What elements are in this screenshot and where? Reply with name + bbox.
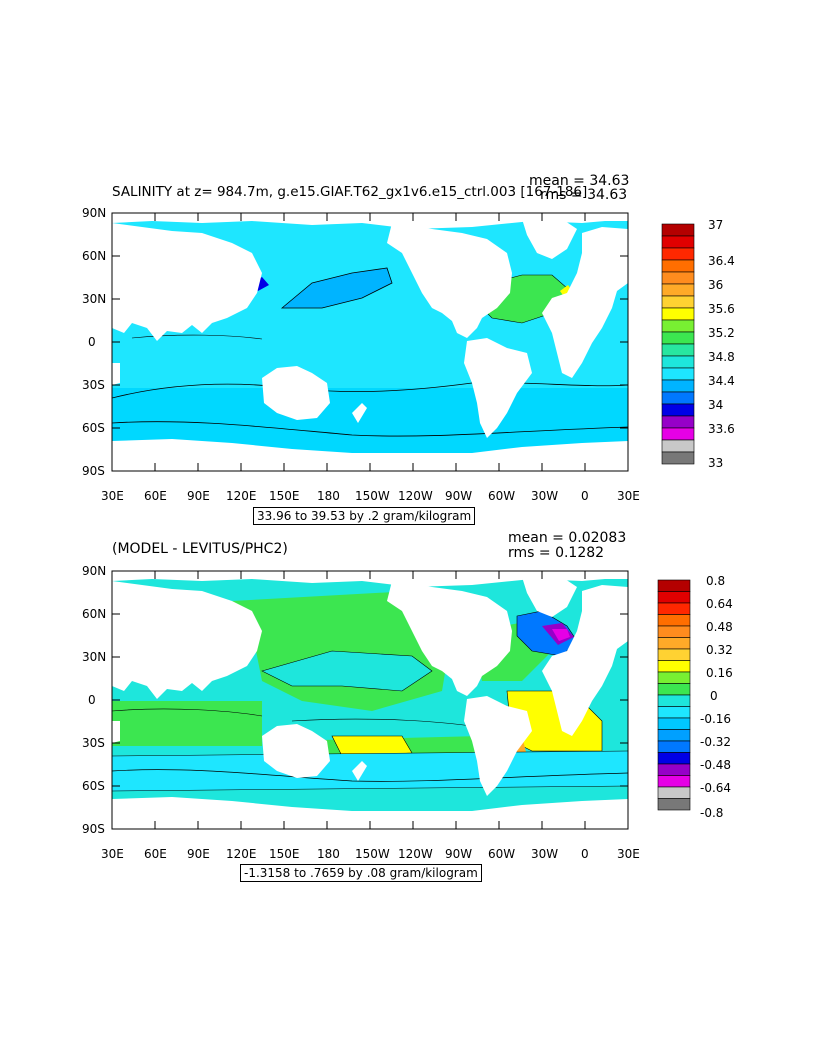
panel2-title: (MODEL - LEVITUS/PHC2) <box>112 541 288 557</box>
lat-label: 90N <box>82 564 107 578</box>
lat-label: 0 <box>88 693 96 707</box>
lon-label: 120W <box>398 489 433 503</box>
lon-label: 150W <box>355 847 390 861</box>
panel1-axis-ticks <box>111 212 629 472</box>
lon-label: 30E <box>617 847 640 861</box>
colorbar-label: 0 <box>710 689 718 703</box>
lon-label: 30E <box>617 489 640 503</box>
colorbar-label: 0.16 <box>706 666 733 680</box>
lat-label: 90N <box>82 206 107 220</box>
lon-label: 60E <box>144 847 167 861</box>
lat-label: 30N <box>82 292 107 306</box>
colorbar-label: 34.4 <box>708 374 735 388</box>
lon-label: 180 <box>317 489 340 503</box>
lon-label: 30E <box>101 847 124 861</box>
colorbar-label: -0.16 <box>700 712 732 726</box>
panel1-map <box>111 212 629 472</box>
lon-label: 120E <box>226 847 257 861</box>
colorbar-label: 34 <box>708 398 724 412</box>
panel1-range-label: 33.96 to 39.53 by .2 gram/kilogram <box>253 507 476 526</box>
colorbar-label: 35.6 <box>708 302 735 316</box>
lon-label: 90E <box>187 489 210 503</box>
colorbar-label: -0.8 <box>700 806 724 820</box>
colorbar-label: 33 <box>708 456 724 470</box>
panel2-mean: mean = 0.02083 <box>508 530 627 546</box>
lon-label: 180 <box>317 847 340 861</box>
panel1-title: SALINITY at z= 984.7m, g.e15.GIAF.T62_gx… <box>112 184 588 200</box>
colorbar-label: 0.8 <box>706 574 726 588</box>
colorbar-label: 0.32 <box>706 643 733 657</box>
lon-label: 150W <box>355 489 390 503</box>
lon-label: 30W <box>531 847 559 861</box>
colorbar-label: 33.6 <box>708 422 735 436</box>
lon-label: 60W <box>488 489 516 503</box>
lon-label: 120E <box>226 489 257 503</box>
colorbar-label: 36.4 <box>708 254 735 268</box>
lon-label: 90E <box>187 847 210 861</box>
lat-label: 90S <box>82 822 105 836</box>
lon-label: 30E <box>101 489 124 503</box>
lon-label: 90W <box>445 847 473 861</box>
colorbar-label: -0.48 <box>700 758 732 772</box>
lon-label: 0 <box>581 489 589 503</box>
lon-label: 30W <box>531 489 559 503</box>
lon-label: 90W <box>445 489 473 503</box>
colorbar-label: 0.64 <box>706 597 733 611</box>
lat-label: 30N <box>82 650 107 664</box>
panel2-range-label: -1.3158 to .7659 by .08 gram/kilogram <box>240 864 482 883</box>
lon-label: 150E <box>269 847 300 861</box>
lat-label: 60S <box>82 779 105 793</box>
lon-label: 60W <box>488 847 516 861</box>
lat-label: 30S <box>82 378 105 392</box>
panel2-rms: rms = 0.1282 <box>508 545 605 561</box>
lon-label: 120W <box>398 847 433 861</box>
colorbar-label: 35.2 <box>708 326 735 340</box>
colorbar-label: 36 <box>708 278 724 292</box>
lon-label: 0 <box>581 847 589 861</box>
panel2-map <box>111 570 629 830</box>
lat-label: 90S <box>82 464 105 478</box>
lat-label: 30S <box>82 736 105 750</box>
colorbar-label: 34.8 <box>708 350 735 364</box>
lon-label: 60E <box>144 489 167 503</box>
lat-label: 60N <box>82 607 107 621</box>
panel2-colorbar <box>657 579 691 811</box>
lat-label: 60S <box>82 421 105 435</box>
panel1-colorbar <box>661 223 695 465</box>
panel1-mean: mean = 34.63 <box>529 173 630 189</box>
colorbar-label: 37 <box>708 218 724 232</box>
colorbar-label: 0.48 <box>706 620 733 634</box>
lon-label: 150E <box>269 489 300 503</box>
panel2-axis-ticks <box>111 570 629 830</box>
lat-label: 60N <box>82 249 107 263</box>
panel1-rms: rms = 34.63 <box>540 187 628 203</box>
colorbar-label: -0.32 <box>700 735 732 749</box>
lat-label: 0 <box>88 335 96 349</box>
colorbar-label: -0.64 <box>700 781 732 795</box>
